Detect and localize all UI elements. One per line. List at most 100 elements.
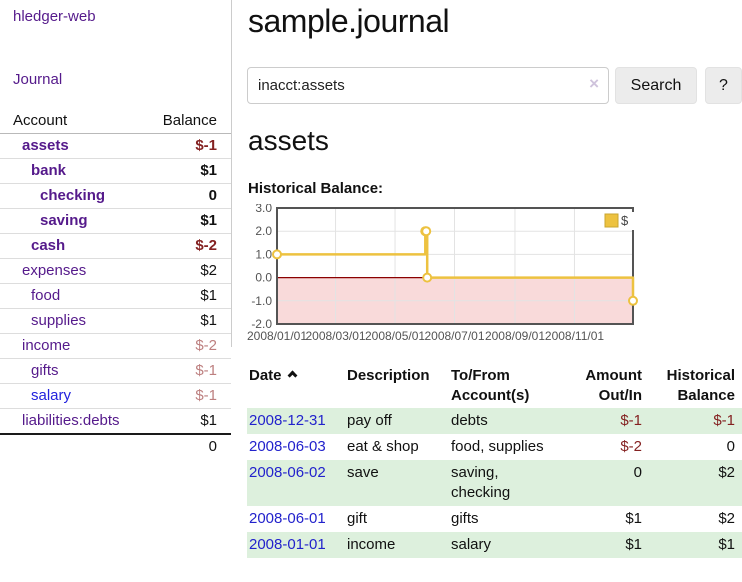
transaction-description: gift	[347, 510, 368, 527]
sidebar-account-balance: $2	[147, 258, 231, 284]
table-row: 2008-06-02 save saving, checking 0 $2	[247, 460, 742, 506]
transaction-accounts: salary	[451, 536, 492, 553]
sidebar-account-balance: $1	[147, 283, 231, 309]
y-tick-label: 0.0	[255, 271, 272, 285]
search-input-wrap: ×	[247, 67, 609, 104]
sidebar-account-link[interactable]: gifts	[31, 362, 59, 379]
sidebar: hledger-web Journal Account Balance asse…	[0, 0, 231, 459]
y-tick-label: 3.0	[255, 204, 272, 215]
transaction-accounts: debts	[451, 412, 488, 429]
accounts-table: Account Balance assets $-1 bank $1 checking 0…	[0, 110, 231, 459]
y-tick-label: -1.0	[251, 294, 272, 308]
sidebar-account-link[interactable]: cash	[31, 237, 66, 254]
transaction-date-link[interactable]: 2008-06-01	[249, 510, 326, 527]
sidebar-account-link[interactable]: saving	[40, 212, 88, 229]
transaction-balance: $1	[718, 536, 735, 553]
data-point-marker	[272, 249, 282, 260]
data-point-marker	[421, 226, 432, 237]
account-row: checking 0	[0, 183, 231, 209]
accounts-total-row: 0	[0, 433, 231, 459]
transaction-amount: $-1	[620, 412, 642, 429]
transaction-date-link[interactable]: 2008-12-31	[249, 412, 326, 429]
accounts-table-header: Account Balance	[0, 110, 231, 134]
y-tick-label: -2.0	[251, 317, 272, 331]
table-row: 2008-06-03 eat & shop food, supplies $-2 0	[247, 434, 742, 460]
x-tick-label: 2008/09/01	[485, 329, 545, 343]
x-tick-label: 2008/05/01	[365, 329, 425, 343]
sidebar-divider	[231, 0, 232, 347]
sidebar-account-link[interactable]: bank	[31, 162, 67, 179]
chart-title: Historical Balance:	[248, 180, 384, 197]
sidebar-account-link[interactable]: assets	[22, 137, 69, 154]
sidebar-account-balance: $-2	[147, 333, 231, 359]
transaction-description: save	[347, 464, 379, 481]
x-tick-label: 2008/07/01	[424, 329, 484, 343]
transaction-description: pay off	[347, 412, 392, 429]
clear-search-icon[interactable]: ×	[589, 74, 599, 93]
account-row: income $-2	[0, 333, 231, 359]
tofrom-column-header: To/From Account(s)	[451, 367, 530, 404]
account-row: salary $-1	[0, 383, 231, 409]
legend-label: $	[621, 213, 629, 228]
account-row: bank $1	[0, 158, 231, 184]
account-row: food $1	[0, 283, 231, 309]
search-button[interactable]: Search	[615, 67, 697, 104]
account-row: saving $1	[0, 208, 231, 234]
register-table: Date Description To/From Account(s) Amou…	[247, 364, 742, 558]
date-column-header[interactable]: Date	[247, 364, 345, 408]
x-tick-label: 2008/01/01	[247, 329, 307, 343]
transaction-date-link[interactable]: 2008-06-02	[249, 464, 326, 481]
amount-column-header: Amount Out/In	[585, 367, 642, 404]
table-row: 2008-12-31 pay off debts $-1 $-1	[247, 408, 742, 434]
account-heading: assets	[248, 125, 329, 156]
sidebar-account-link[interactable]: food	[31, 287, 61, 304]
data-point-marker	[628, 295, 638, 306]
sidebar-account-balance: $1	[147, 408, 231, 434]
balance-column-header: Historical Balance	[666, 367, 735, 404]
y-tick-label: 1.0	[255, 247, 272, 261]
sidebar-account-balance: $-1	[195, 137, 217, 154]
transaction-balance: $-1	[713, 412, 735, 429]
transaction-balance: $2	[718, 464, 735, 481]
account-row: supplies $1	[0, 308, 231, 334]
transaction-amount: $-2	[620, 438, 642, 455]
transaction-date-link[interactable]: 2008-01-01	[249, 536, 326, 553]
sidebar-item-journal[interactable]: Journal	[13, 71, 63, 88]
sort-ascending-icon	[287, 370, 297, 381]
table-row: 2008-06-01 gift gifts $1 $2	[247, 506, 742, 532]
historical-balance-chart: $3.0 2.0 1.0 0.0 -1.0 -2.0 2008/01/01 2008/03/0…	[245, 201, 645, 346]
sidebar-account-link[interactable]: income	[22, 337, 71, 354]
page-title: sample.journal	[248, 3, 450, 39]
sidebar-account-link[interactable]: supplies	[31, 312, 87, 329]
app-title-link[interactable]: hledger-web	[13, 8, 96, 25]
table-row: 2008-01-01 income salary $1 $1	[247, 532, 742, 558]
account-row: cash $-2	[0, 233, 231, 259]
sidebar-account-balance: $-1	[147, 358, 231, 384]
sidebar-account-link[interactable]: expenses	[22, 262, 87, 279]
transaction-description: eat & shop	[347, 438, 419, 455]
sidebar-account-balance: $1	[147, 208, 231, 234]
x-tick-label: 2008/03/01	[305, 329, 365, 343]
transaction-accounts: gifts	[451, 510, 479, 527]
transaction-date-link[interactable]: 2008-06-03	[249, 438, 326, 455]
transaction-accounts: saving, checking	[451, 464, 511, 501]
account-column-header: Account	[0, 110, 148, 134]
transaction-amount: $1	[625, 536, 642, 553]
search-form: × Search ?	[247, 67, 742, 104]
transaction-description: income	[347, 536, 396, 553]
search-input[interactable]	[247, 67, 609, 104]
description-column-header: Description	[347, 367, 430, 384]
sidebar-account-link[interactable]: liabilities:debts	[22, 412, 120, 429]
sidebar-account-balance: $1	[147, 158, 231, 184]
legend-swatch	[604, 213, 619, 228]
account-row: expenses $2	[0, 258, 231, 284]
transaction-balance: $2	[718, 510, 735, 527]
account-row: gifts $-1	[0, 358, 231, 384]
sidebar-account-link[interactable]: salary	[31, 387, 72, 404]
help-button[interactable]: ?	[705, 67, 742, 104]
sidebar-account-balance: $-1	[147, 383, 231, 409]
data-point-marker	[422, 272, 433, 283]
sidebar-account-link[interactable]: checking	[40, 187, 106, 204]
sidebar-account-balance: 0	[147, 183, 231, 209]
transaction-amount: 0	[633, 464, 642, 481]
